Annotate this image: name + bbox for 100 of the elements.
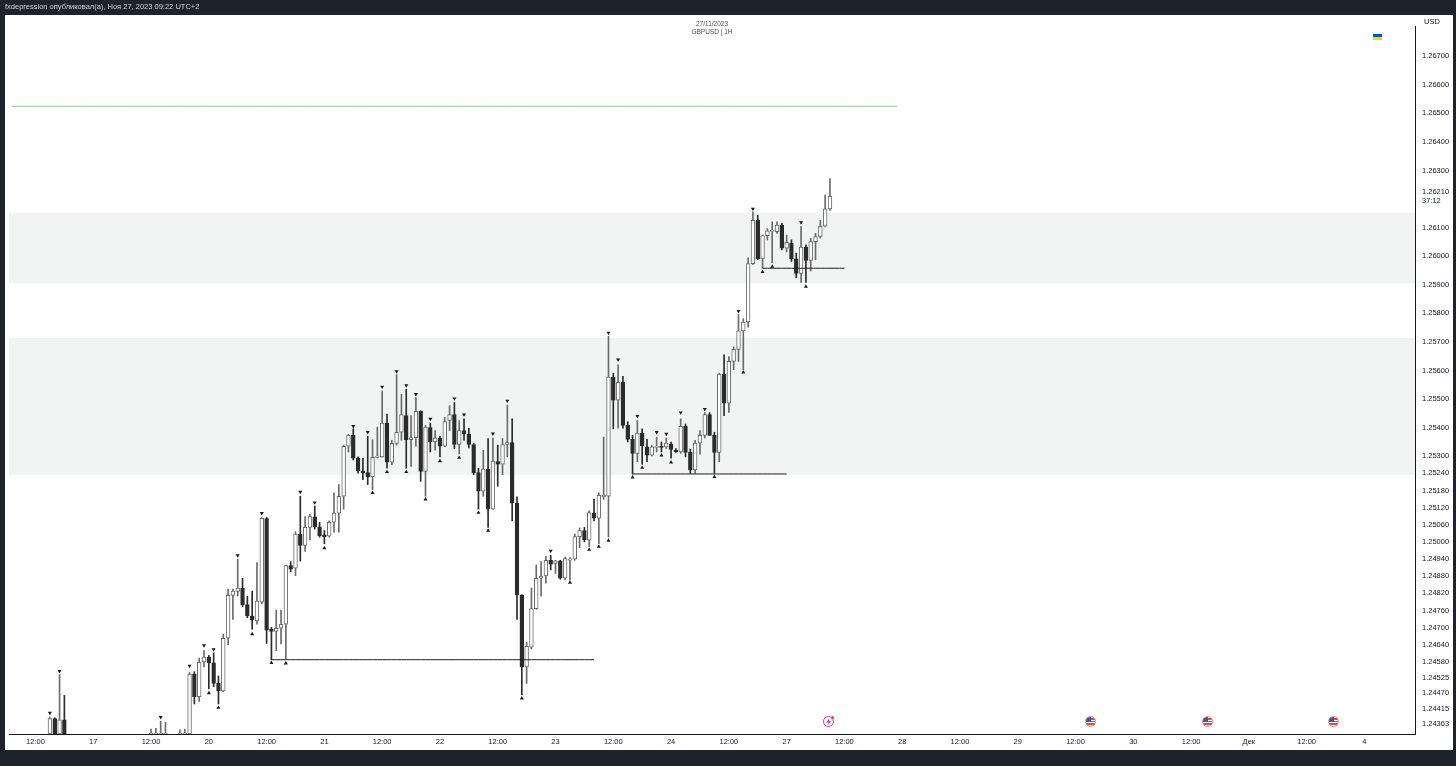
point (452, 397, 457, 401)
point (630, 475, 635, 479)
candlestick (274, 609, 279, 651)
candlestick (216, 675, 221, 705)
candlestick (240, 577, 245, 608)
candlestick (789, 239, 794, 262)
point (606, 538, 611, 542)
point (770, 264, 775, 268)
point (370, 490, 375, 494)
candlestick (322, 530, 327, 545)
candlestick (813, 233, 818, 260)
candlestick (688, 448, 693, 474)
point (423, 497, 428, 501)
candlestick (760, 234, 765, 269)
candlestick (399, 393, 404, 441)
candlestick (741, 318, 746, 371)
candlestick (57, 674, 62, 734)
candlestick (635, 420, 640, 463)
point (216, 705, 221, 709)
point (202, 644, 206, 648)
candlestick (346, 433, 351, 453)
candlestick (163, 721, 168, 734)
candlestick (153, 727, 159, 734)
point (640, 465, 645, 469)
candlestick (182, 728, 187, 734)
candlestick (808, 237, 813, 272)
candlestick (529, 587, 534, 650)
point (486, 528, 491, 532)
candlestick (736, 314, 741, 362)
candlestick (317, 521, 322, 538)
candlestick (177, 729, 183, 734)
candlestick (293, 531, 298, 577)
candlestick (423, 425, 428, 497)
point (384, 469, 389, 474)
candlestick (538, 561, 544, 597)
candlestick (264, 517, 269, 644)
candlestick (495, 444, 500, 487)
candlestick (351, 428, 356, 461)
candlestick (370, 439, 375, 491)
candlestick (712, 431, 717, 474)
candlestick (765, 228, 770, 241)
point (413, 393, 418, 397)
candlestick (731, 346, 736, 371)
candlestick (452, 402, 457, 449)
candlestick (192, 671, 197, 705)
candlestick (500, 438, 505, 476)
candlestick (577, 527, 582, 549)
candlestick (394, 374, 399, 446)
candlestick (707, 412, 712, 436)
candlestick (582, 527, 587, 543)
candlestick (548, 555, 553, 571)
candlestick (611, 372, 616, 430)
candlestick (341, 444, 346, 510)
point (760, 269, 765, 274)
candlestick (476, 467, 481, 510)
candlestick (211, 652, 216, 687)
point (269, 660, 274, 664)
point (596, 544, 601, 548)
point (476, 510, 481, 514)
point (736, 309, 741, 314)
point (462, 413, 467, 417)
point (678, 411, 683, 415)
candlestick (678, 418, 683, 454)
candlestick (288, 561, 293, 573)
point (712, 474, 717, 478)
point (799, 221, 804, 225)
candlestick (461, 418, 467, 441)
candlestick (447, 405, 452, 431)
candlestick (245, 595, 250, 619)
point (635, 415, 640, 419)
candlestick (683, 423, 688, 458)
candlestick (818, 219, 823, 239)
candlestick (524, 641, 529, 684)
point (404, 384, 409, 388)
point (57, 669, 62, 674)
candlestick (158, 720, 163, 734)
point (457, 455, 462, 459)
point (567, 580, 572, 584)
point (803, 284, 808, 288)
candlestick (187, 672, 192, 734)
candlestick (606, 335, 611, 538)
point (659, 453, 664, 457)
candlestick (365, 435, 370, 485)
candlestick (360, 457, 366, 481)
candlestick (567, 557, 573, 581)
candlestick (505, 404, 510, 458)
candlestick (221, 633, 226, 693)
candlestick (418, 410, 423, 482)
candlestick (471, 443, 476, 476)
point (283, 661, 288, 665)
point (211, 648, 216, 652)
candlestick (630, 435, 635, 475)
point (312, 501, 317, 505)
point (394, 370, 399, 374)
candlestick (298, 495, 303, 562)
candlestick (269, 627, 274, 661)
point (654, 431, 659, 435)
candlestick (784, 234, 789, 253)
candlestick (235, 559, 240, 597)
candlestick (428, 422, 433, 453)
